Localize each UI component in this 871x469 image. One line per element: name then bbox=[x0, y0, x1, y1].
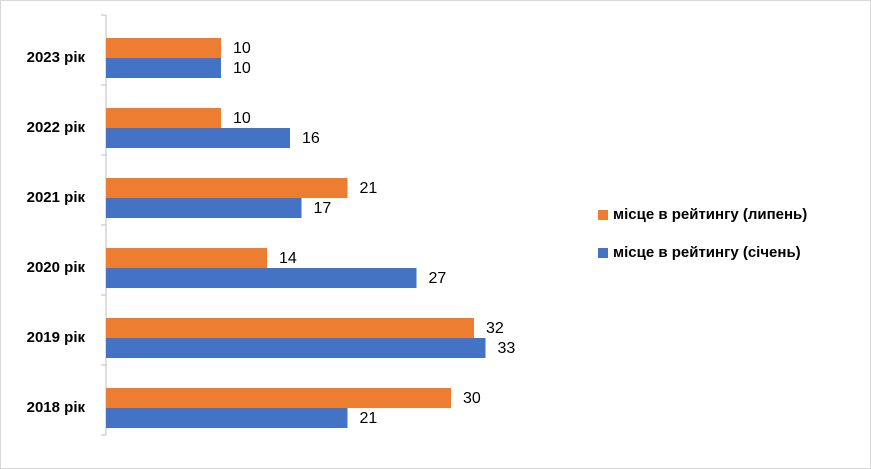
bar bbox=[106, 38, 221, 58]
value-label: 17 bbox=[314, 200, 332, 217]
legend-swatch bbox=[598, 210, 608, 220]
value-label: 27 bbox=[429, 270, 447, 287]
value-label: 16 bbox=[302, 130, 320, 147]
bar bbox=[106, 248, 267, 268]
legend-swatch bbox=[598, 248, 608, 258]
category-label: 2020 рік bbox=[27, 259, 86, 276]
value-label: 30 bbox=[463, 390, 481, 407]
bar bbox=[106, 318, 474, 338]
category-label: 2022 рік bbox=[27, 119, 86, 136]
bar bbox=[106, 128, 290, 148]
legend-label: місце в рейтингу (січень) bbox=[613, 244, 801, 261]
category-label: 2023 рік bbox=[27, 49, 86, 66]
bar bbox=[106, 408, 348, 428]
category-label: 2021 рік bbox=[27, 189, 86, 206]
value-label: 21 bbox=[360, 180, 378, 197]
bar bbox=[106, 338, 486, 358]
category-label: 2019 рік bbox=[27, 329, 86, 346]
value-label: 32 bbox=[486, 320, 504, 337]
bar bbox=[106, 178, 348, 198]
legend-label: місце в рейтингу (липень) bbox=[613, 206, 807, 223]
bar bbox=[106, 108, 221, 128]
bar bbox=[106, 268, 417, 288]
bar bbox=[106, 58, 221, 78]
bar bbox=[106, 388, 451, 408]
value-label: 10 bbox=[233, 110, 251, 127]
value-label: 33 bbox=[498, 340, 516, 357]
category-label: 2018 рік bbox=[27, 399, 86, 416]
value-label: 10 bbox=[233, 40, 251, 57]
value-label: 10 bbox=[233, 60, 251, 77]
value-label: 14 bbox=[279, 250, 297, 267]
value-label: 21 bbox=[360, 410, 378, 427]
bar bbox=[106, 198, 302, 218]
